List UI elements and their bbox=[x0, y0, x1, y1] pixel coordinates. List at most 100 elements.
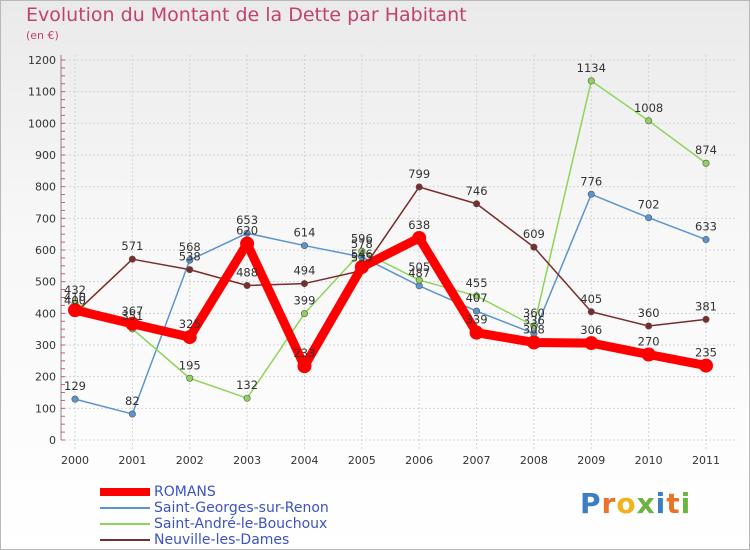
x-tick-label: 2007 bbox=[463, 454, 491, 467]
series-point bbox=[412, 230, 427, 245]
series-point bbox=[358, 247, 366, 255]
data-label: 874 bbox=[695, 143, 717, 157]
x-tick-label: 2005 bbox=[348, 454, 376, 467]
x-tick-label: 2002 bbox=[176, 454, 204, 467]
series-point bbox=[469, 325, 484, 340]
series-point bbox=[186, 266, 194, 274]
data-label: 233 bbox=[293, 346, 315, 360]
series-point bbox=[584, 336, 599, 351]
series-line bbox=[70, 233, 711, 371]
data-label: 571 bbox=[121, 239, 143, 253]
axes: 0 100 200 300 400 500 600 700 800 900 1000 1100 1200… bbox=[28, 54, 720, 467]
y-tick-label: 100 bbox=[35, 402, 56, 415]
logo-letter: x bbox=[636, 487, 656, 520]
series-point bbox=[473, 200, 481, 208]
series-point bbox=[587, 308, 595, 316]
series-point bbox=[243, 229, 251, 237]
series-line bbox=[74, 186, 707, 327]
x-tick-label: 2001 bbox=[118, 454, 146, 467]
y-tick-label: 800 bbox=[35, 181, 56, 194]
logo-letter: i bbox=[655, 487, 667, 520]
data-label: 367 bbox=[121, 304, 143, 318]
legend-swatch bbox=[100, 507, 150, 509]
series-point bbox=[300, 310, 308, 318]
x-tick-label: 2000 bbox=[61, 454, 89, 467]
x-tick-label: 2003 bbox=[233, 454, 261, 467]
y-tick-label: 200 bbox=[35, 371, 56, 384]
data-label: 614 bbox=[293, 226, 315, 240]
data-label: 399 bbox=[293, 294, 315, 308]
series-line bbox=[74, 193, 707, 415]
series-point bbox=[473, 307, 481, 315]
chart-title: Evolution du Montant de la Dette par Hab… bbox=[26, 4, 467, 26]
data-label: 132 bbox=[236, 378, 258, 392]
legend-label: ROMANS bbox=[154, 484, 216, 500]
data-label: 746 bbox=[466, 184, 488, 198]
data-label: 82 bbox=[125, 394, 140, 408]
series-point bbox=[182, 330, 197, 345]
data-label: 351 bbox=[121, 309, 143, 323]
series-point bbox=[526, 335, 541, 350]
data-label: 653 bbox=[236, 213, 258, 227]
logo-letter: P bbox=[580, 487, 602, 520]
legend-swatch bbox=[100, 488, 150, 496]
legend-swatch bbox=[100, 539, 150, 541]
data-label: 638 bbox=[408, 218, 430, 232]
y-tick-label: 1200 bbox=[28, 54, 56, 67]
series-point bbox=[68, 303, 82, 318]
y-tick-label: 700 bbox=[35, 212, 56, 225]
data-label: 776 bbox=[580, 174, 602, 188]
series-point bbox=[645, 117, 653, 125]
data-label: 308 bbox=[523, 322, 545, 336]
series-point bbox=[587, 190, 595, 198]
series-point bbox=[587, 77, 595, 85]
legend-label: Saint-André-le-Bouchoux bbox=[154, 516, 328, 532]
data-label: 306 bbox=[580, 323, 602, 337]
y-tick-label: 1100 bbox=[28, 86, 56, 99]
chart-unit: (en €) bbox=[26, 29, 59, 42]
data-label: 620 bbox=[236, 224, 258, 238]
data-label: 129 bbox=[64, 379, 86, 393]
data-label: 488 bbox=[236, 265, 258, 279]
data-label: 405 bbox=[580, 292, 602, 306]
legend-label: Saint-Georges-sur-Renon bbox=[154, 500, 329, 516]
logo-letter: o bbox=[616, 487, 637, 520]
series-point bbox=[530, 322, 538, 330]
data-label: 325 bbox=[179, 317, 201, 331]
data-label: 195 bbox=[179, 358, 201, 372]
series-line bbox=[74, 80, 707, 399]
series-point bbox=[128, 255, 136, 263]
data-label: 336 bbox=[523, 314, 545, 328]
series-point bbox=[702, 315, 710, 323]
data-label: 633 bbox=[695, 220, 717, 234]
y-tick-label: 900 bbox=[35, 149, 56, 162]
data-label: 1008 bbox=[634, 101, 663, 115]
legend-swatch bbox=[100, 523, 150, 525]
x-tick-label: 2006 bbox=[405, 454, 433, 467]
x-tick-label: 2009 bbox=[577, 454, 605, 467]
data-labels: 410 367 325 620 233 546 638 339 308 306 270 235 129 8… bbox=[64, 61, 717, 408]
legend-label: Neuville-les-Dames bbox=[154, 532, 290, 548]
data-label: 1134 bbox=[577, 61, 606, 75]
series-point bbox=[186, 374, 194, 382]
data-label: 360 bbox=[523, 306, 545, 320]
data-label: 535 bbox=[351, 251, 373, 265]
data-label: 609 bbox=[523, 227, 545, 241]
proxiti-logo: Proxiti bbox=[580, 487, 691, 520]
series-point bbox=[300, 280, 308, 288]
data-label: 596 bbox=[351, 231, 373, 245]
series-point bbox=[699, 358, 713, 373]
data-label: 702 bbox=[638, 198, 660, 212]
data-label: 407 bbox=[466, 291, 488, 305]
series-point bbox=[645, 214, 653, 222]
data-label: 538 bbox=[179, 250, 201, 264]
data-label: 487 bbox=[408, 266, 430, 280]
series-point bbox=[71, 395, 79, 403]
series-point bbox=[125, 316, 140, 331]
logo-letter: t bbox=[666, 487, 681, 520]
data-label: 568 bbox=[179, 240, 201, 254]
data-label: 410 bbox=[64, 290, 86, 304]
series-point bbox=[415, 183, 423, 191]
data-label: 432 bbox=[64, 283, 86, 297]
y-tick-label: 500 bbox=[35, 276, 56, 289]
